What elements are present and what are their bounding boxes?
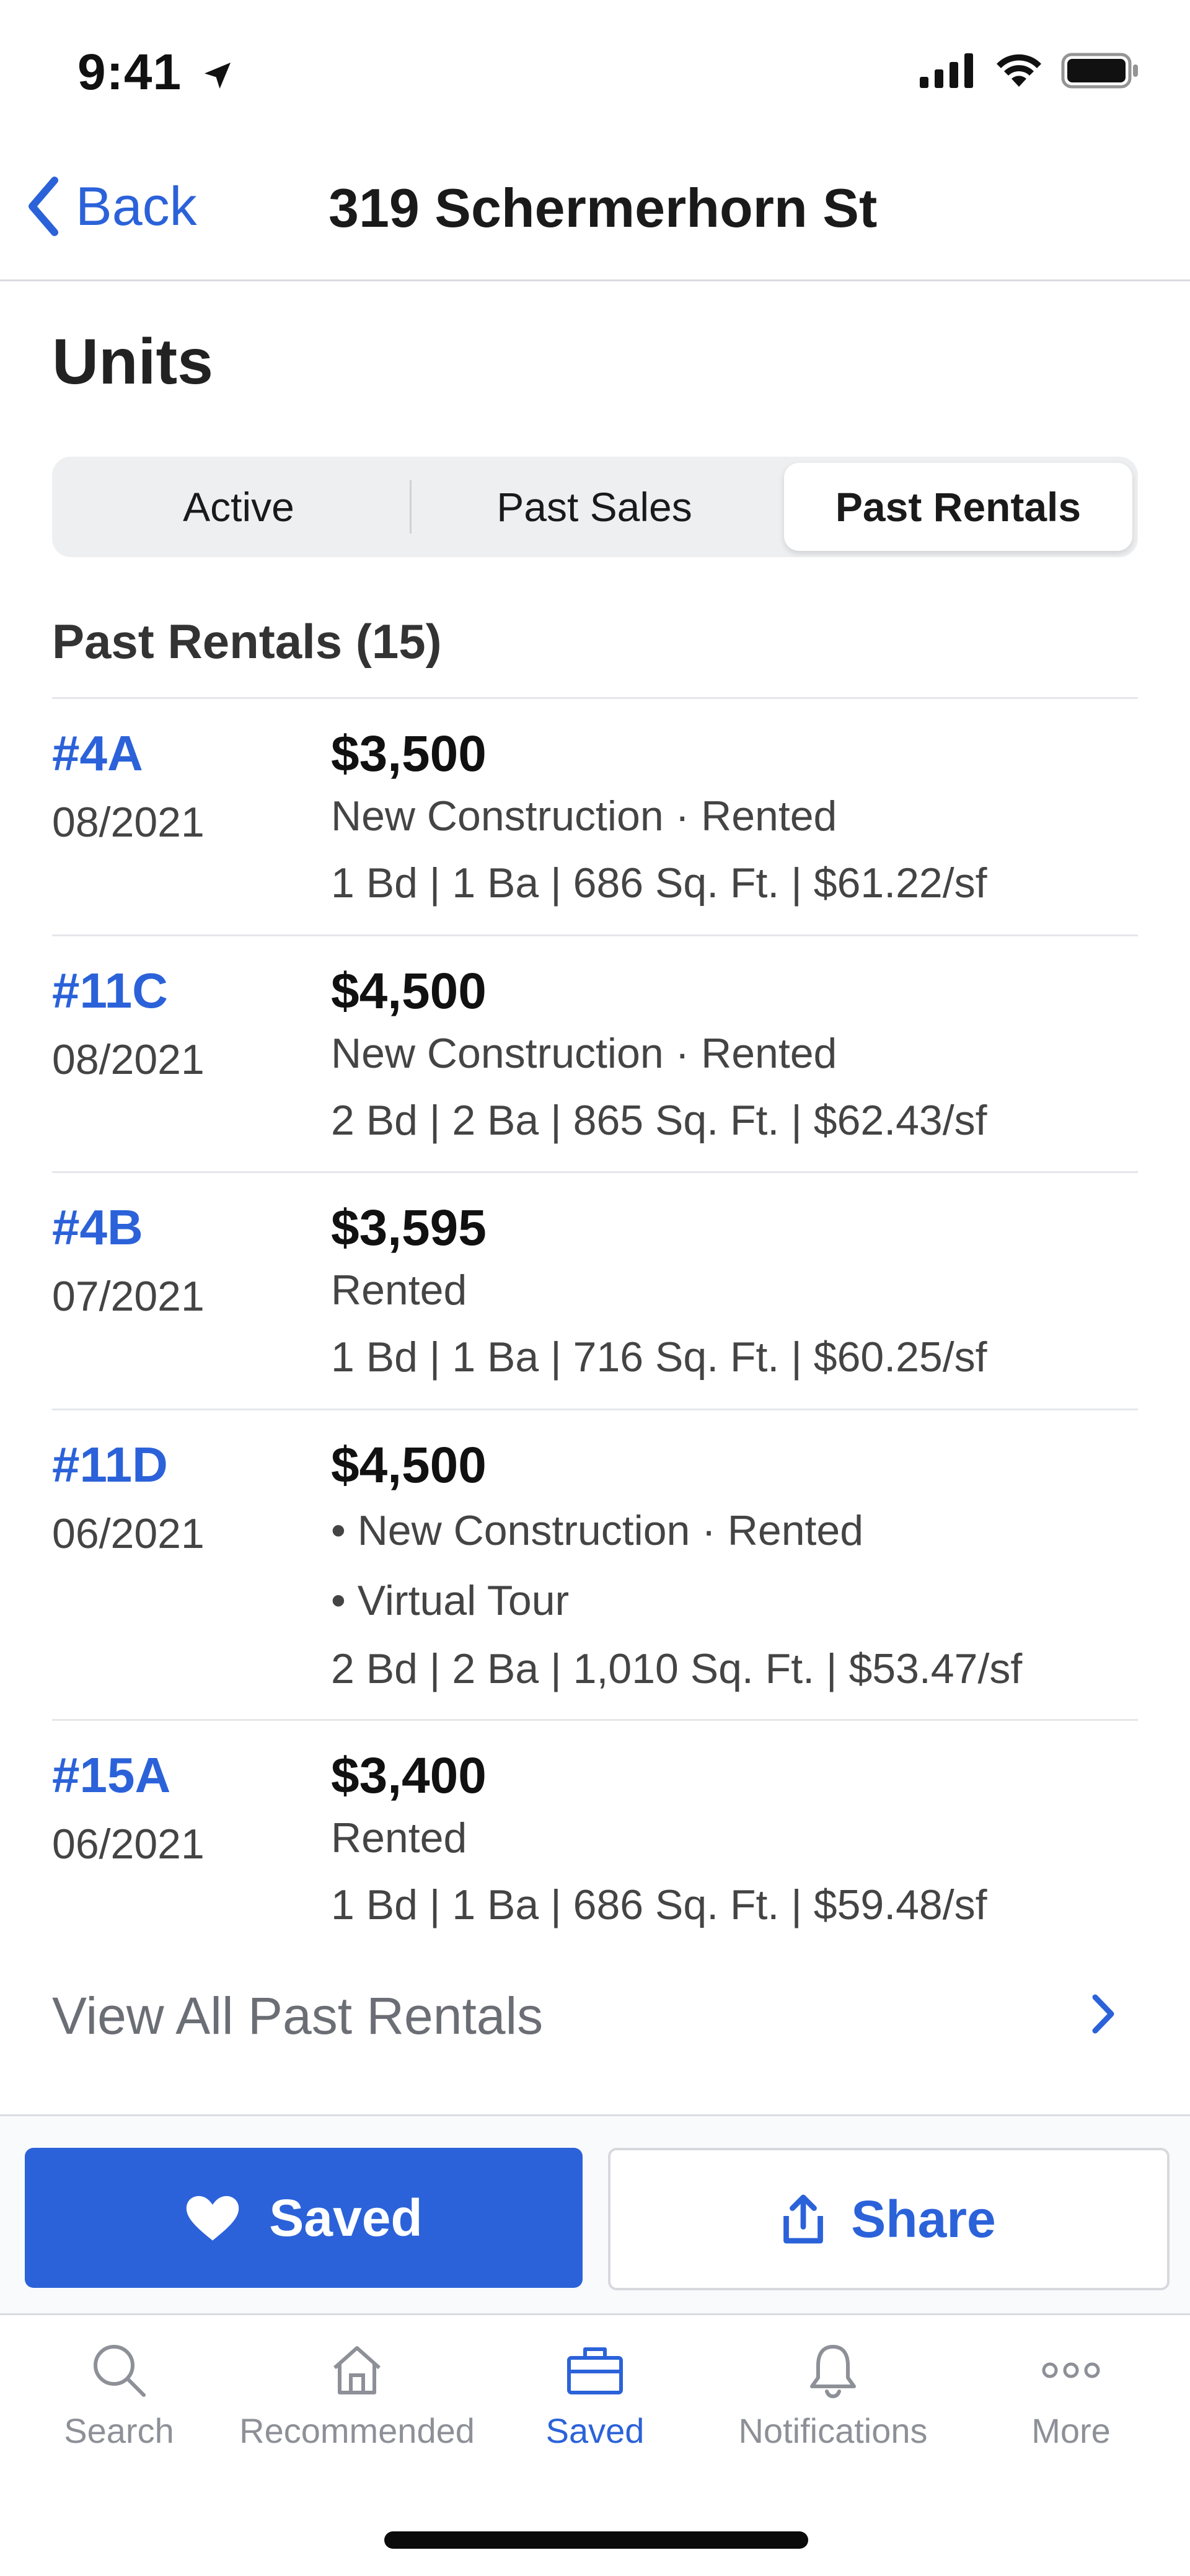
unit-details: 2 Bd | 2 Ba | 865 Sq. Ft. | $62.43/sf <box>331 1097 987 1144</box>
list-item[interactable]: #15A 06/2021 $3,400 Rented 1 Bd | 1 Ba |… <box>52 1719 1138 1956</box>
unit-date: 06/2021 <box>52 1510 205 1557</box>
share-icon <box>783 2194 824 2244</box>
search-icon <box>94 2345 146 2397</box>
section-title: Past Rentals (15) <box>52 614 442 669</box>
unit-status: Rented <box>331 1814 467 1862</box>
unit-price: $3,500 <box>331 726 487 782</box>
wifi-icon <box>997 54 1041 87</box>
saved-button[interactable]: Saved <box>25 2148 583 2288</box>
list-item[interactable]: #11D 06/2021 $4,500 • New Construction ·… <box>52 1409 1138 1717</box>
unit-price: $4,500 <box>331 963 487 1019</box>
unit-number[interactable]: #11C <box>52 963 168 1018</box>
bell-icon <box>810 2345 856 2399</box>
tab-notifications[interactable]: Notifications <box>714 2330 952 2451</box>
unit-date: 08/2021 <box>52 1036 205 1083</box>
share-button[interactable]: Share <box>608 2148 1170 2290</box>
unit-details: 1 Bd | 1 Ba | 716 Sq. Ft. | $60.25/sf <box>331 1334 987 1381</box>
unit-date: 06/2021 <box>52 1821 205 1868</box>
unit-feature: • New Construction · Rented <box>331 1507 864 1554</box>
unit-date: 08/2021 <box>52 799 205 846</box>
segment-past-rentals[interactable]: Past Rentals <box>784 463 1132 551</box>
units-heading: Units <box>52 326 213 398</box>
list-item[interactable]: #4A 08/2021 $3,500 New Construction · Re… <box>52 697 1138 933</box>
saved-button-label: Saved <box>269 2188 423 2247</box>
unit-price: $3,595 <box>331 1200 487 1256</box>
unit-number[interactable]: #4B <box>52 1200 143 1255</box>
share-button-label: Share <box>851 2189 996 2248</box>
view-all-past-rentals-link[interactable]: View All Past Rentals <box>52 1987 544 2045</box>
tab-saved[interactable]: Saved <box>476 2330 714 2451</box>
tab-search[interactable]: Search <box>0 2330 238 2451</box>
battery-icon <box>1061 53 1138 89</box>
footer-divider <box>0 2114 1190 2116</box>
segment-separator <box>410 480 412 534</box>
status-icons <box>920 52 1140 89</box>
unit-status: Rented <box>331 1267 467 1314</box>
unit-status: New Construction · Rented <box>331 793 837 840</box>
tab-more[interactable]: More <box>952 2330 1190 2451</box>
heart-icon <box>187 2196 239 2241</box>
home-indicator <box>384 2531 808 2549</box>
more-icon <box>1042 2362 1100 2378</box>
tabbar-divider <box>0 2313 1190 2315</box>
home-icon <box>333 2346 381 2394</box>
unit-details: 1 Bd | 1 Ba | 686 Sq. Ft. | $61.22/sf <box>331 859 987 907</box>
segment-past-sales[interactable]: Past Sales <box>496 484 692 530</box>
unit-price: $4,500 <box>331 1437 487 1493</box>
tab-recommended[interactable]: Recommended <box>238 2330 476 2451</box>
nav-divider <box>0 279 1190 281</box>
unit-details: 2 Bd | 2 Ba | 1,010 Sq. Ft. | $53.47/sf <box>331 1645 1023 1692</box>
unit-number[interactable]: #15A <box>52 1747 171 1803</box>
back-label: Back <box>76 175 197 237</box>
unit-feature-virtual-tour[interactable]: • Virtual Tour <box>331 1577 570 1624</box>
unit-date: 07/2021 <box>52 1273 205 1320</box>
segment-active[interactable]: Active <box>183 484 294 530</box>
units-segmented-control: Active Past Sales Past Rentals <box>52 457 1138 557</box>
location-arrow-icon <box>204 63 231 89</box>
page-title: 319 Schermerhorn St <box>328 177 878 239</box>
cellular-signal-icon <box>920 53 973 88</box>
unit-details: 1 Bd | 1 Ba | 686 Sq. Ft. | $59.48/sf <box>331 1881 987 1928</box>
unit-number[interactable]: #4A <box>52 726 143 781</box>
unit-price: $3,400 <box>331 1747 487 1804</box>
list-item[interactable]: #4B 07/2021 $3,595 Rented 1 Bd | 1 Ba | … <box>52 1171 1138 1407</box>
chevron-right-icon[interactable] <box>1088 1992 1119 2036</box>
list-item[interactable]: #11C 08/2021 $4,500 New Construction · R… <box>52 934 1138 1171</box>
back-button[interactable]: Back <box>25 175 197 238</box>
unit-status: New Construction · Rented <box>331 1030 837 1077</box>
briefcase-icon <box>567 2347 623 2394</box>
status-time: 9:41 <box>77 43 235 102</box>
chevron-left-icon <box>29 177 58 236</box>
unit-number[interactable]: #11D <box>52 1437 168 1492</box>
